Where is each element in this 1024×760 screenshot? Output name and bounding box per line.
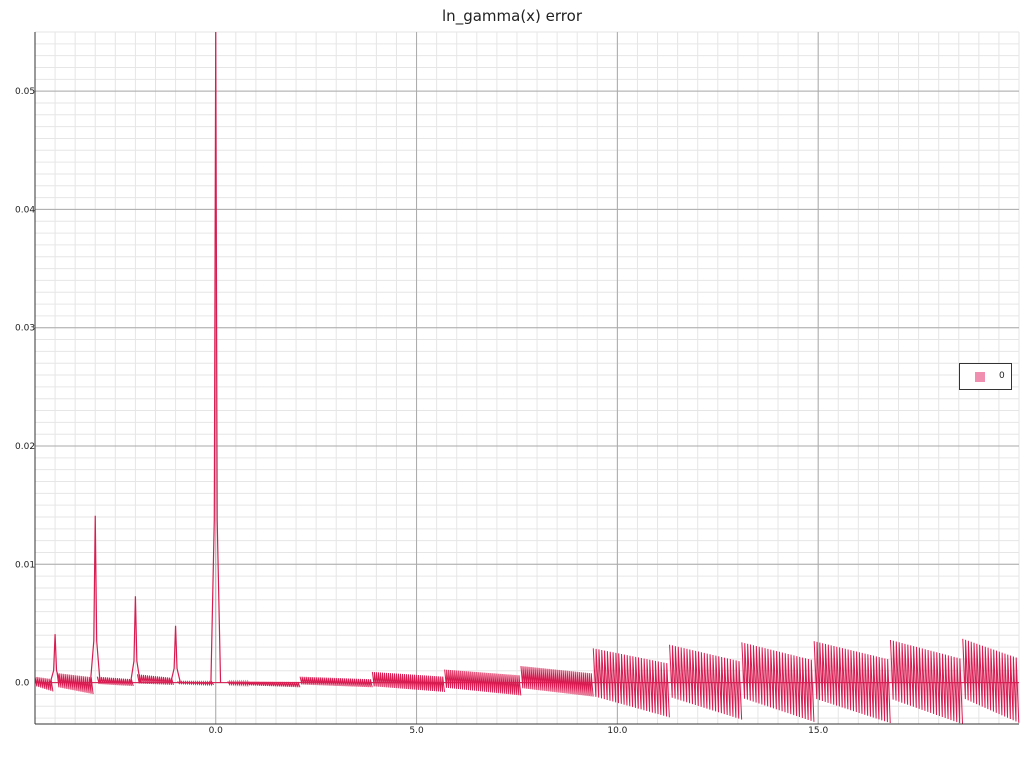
series-line-segment (962, 638, 1020, 723)
series-line-segment (444, 669, 522, 696)
x-tick-label: 15.0 (808, 726, 828, 736)
series-line-segment (592, 648, 670, 718)
y-tick-label: 0.02 (15, 442, 35, 452)
series-line-segment (669, 644, 743, 720)
y-tick-label: 0.03 (15, 324, 35, 334)
x-tick-label: 5.0 (409, 726, 424, 736)
series-spike (129, 596, 141, 683)
chart-title: ln_gamma(x) error (442, 7, 582, 25)
series-line-segment (136, 674, 174, 686)
tick-labels: 0.0 5.0 10.0 15.0 0.0 0.01 0.02 0.03 0.04 0.05 (15, 87, 828, 736)
y-tick-label: 0.01 (15, 560, 35, 570)
minor-grid (34, 31, 1020, 724)
y-tick-label: 0.0 (15, 679, 30, 689)
series-spike (49, 634, 61, 683)
series-spike (89, 515, 101, 683)
series-line-segment (227, 679, 301, 688)
series-line-segment (520, 665, 594, 697)
x-tick-label: 0.0 (209, 726, 224, 736)
series-layer (34, 31, 1020, 725)
series-spike (210, 31, 222, 683)
y-tick-label: 0.05 (15, 87, 35, 97)
series-line-segment (34, 676, 54, 692)
series-line-segment (177, 680, 214, 687)
axes (34, 32, 1019, 725)
series-spike (170, 625, 181, 683)
series-line-segment (813, 641, 891, 724)
series-line-segment (741, 642, 815, 722)
y-tick-label: 0.04 (15, 205, 35, 215)
legend: 0 (959, 363, 1012, 390)
x-tick-label: 10.0 (607, 726, 627, 736)
series-line-segment (371, 671, 446, 692)
major-grid (35, 32, 1019, 724)
legend-label: 0 (999, 371, 1005, 381)
series-line-segment (889, 639, 964, 725)
legend-swatch-icon (975, 372, 985, 382)
series-line-segment (299, 676, 373, 688)
series-line-segment (96, 676, 134, 687)
